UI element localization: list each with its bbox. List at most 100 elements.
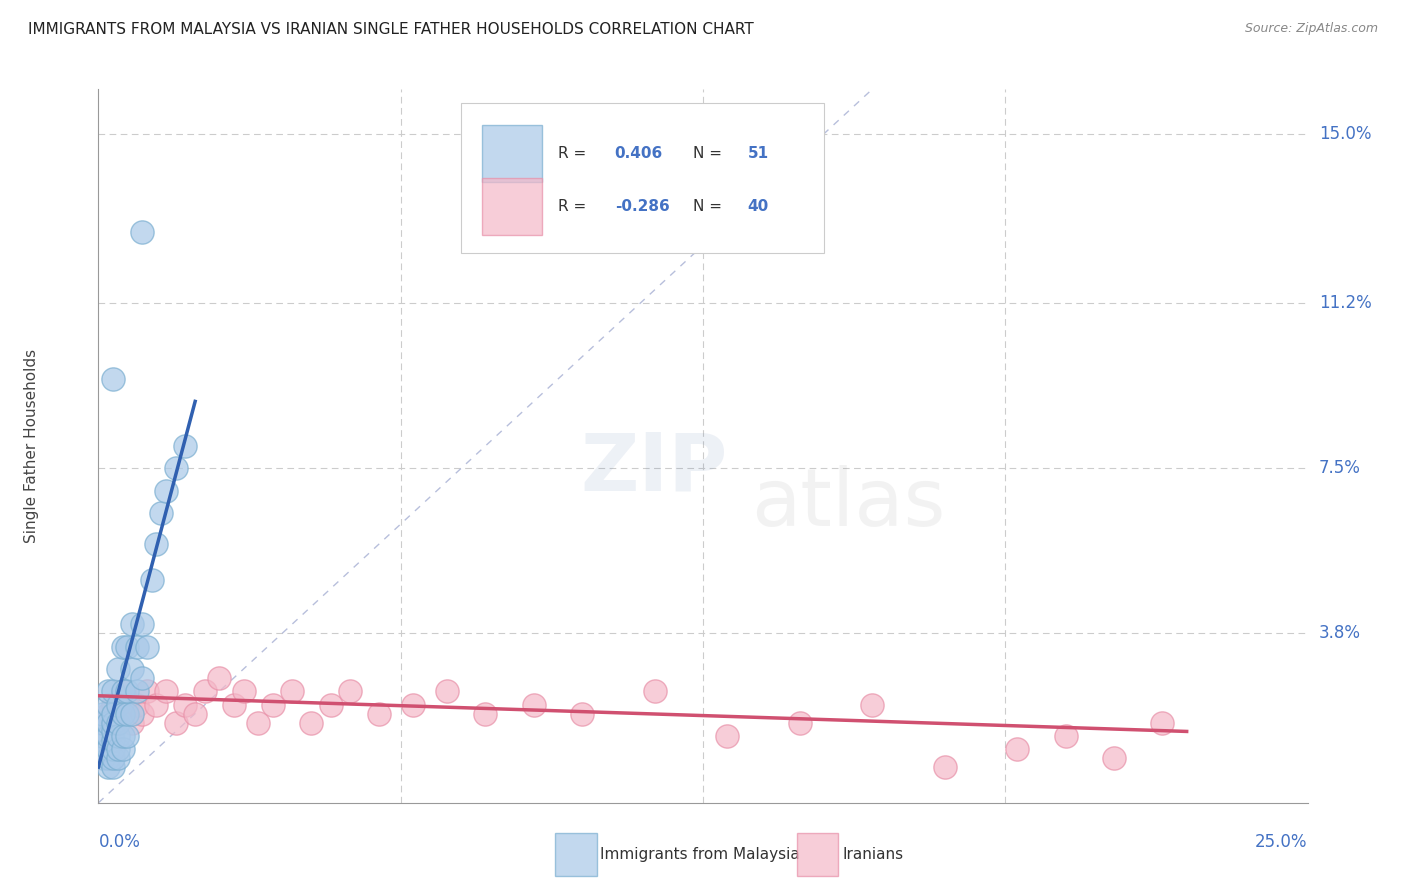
Point bbox=[165, 461, 187, 475]
Text: 15.0%: 15.0% bbox=[1319, 125, 1371, 143]
FancyBboxPatch shape bbox=[482, 125, 543, 182]
Point bbox=[121, 706, 143, 721]
Point bbox=[101, 698, 124, 712]
Text: R =: R = bbox=[558, 146, 591, 161]
Point bbox=[299, 715, 322, 730]
Point bbox=[101, 751, 124, 765]
Point bbox=[107, 662, 129, 676]
FancyBboxPatch shape bbox=[555, 833, 596, 876]
Point bbox=[222, 698, 245, 712]
Point bbox=[117, 698, 139, 712]
Point bbox=[101, 706, 124, 721]
Point bbox=[247, 715, 270, 730]
Point bbox=[101, 372, 124, 386]
Point bbox=[141, 573, 163, 587]
Point bbox=[97, 742, 120, 756]
Text: 3.8%: 3.8% bbox=[1319, 624, 1361, 642]
FancyBboxPatch shape bbox=[461, 103, 824, 253]
Point bbox=[789, 715, 811, 730]
Point bbox=[107, 742, 129, 756]
Point bbox=[402, 698, 425, 712]
Point bbox=[155, 684, 177, 698]
Point bbox=[1102, 751, 1125, 765]
Point bbox=[97, 698, 120, 712]
Point bbox=[262, 698, 284, 712]
Point bbox=[131, 706, 153, 721]
Point bbox=[1054, 729, 1077, 743]
Point bbox=[111, 640, 134, 654]
Text: R =: R = bbox=[558, 200, 591, 214]
Point bbox=[131, 671, 153, 685]
Point bbox=[571, 706, 593, 721]
Text: 25.0%: 25.0% bbox=[1256, 833, 1308, 851]
Point bbox=[281, 684, 304, 698]
Point bbox=[111, 684, 134, 698]
Point bbox=[121, 617, 143, 632]
Point bbox=[436, 684, 458, 698]
Point bbox=[107, 706, 129, 721]
Text: N =: N = bbox=[693, 146, 727, 161]
Point bbox=[107, 715, 129, 730]
Point bbox=[97, 751, 120, 765]
Point bbox=[121, 715, 143, 730]
Point bbox=[111, 742, 134, 756]
Point bbox=[91, 706, 114, 721]
Point bbox=[91, 738, 114, 752]
Point bbox=[117, 729, 139, 743]
Text: -0.286: -0.286 bbox=[614, 200, 669, 214]
Point bbox=[716, 729, 738, 743]
Point bbox=[474, 706, 496, 721]
Point bbox=[523, 698, 546, 712]
Point bbox=[111, 706, 134, 721]
Point bbox=[232, 684, 254, 698]
Text: N =: N = bbox=[693, 200, 727, 214]
Point bbox=[184, 706, 207, 721]
Point bbox=[155, 483, 177, 498]
Text: 0.0%: 0.0% bbox=[98, 833, 141, 851]
Point bbox=[101, 760, 124, 774]
Point bbox=[368, 706, 391, 721]
Point bbox=[131, 225, 153, 239]
Point bbox=[91, 729, 114, 743]
Point bbox=[174, 439, 197, 453]
Point bbox=[111, 684, 134, 698]
Point bbox=[319, 698, 342, 712]
Point bbox=[644, 684, 666, 698]
Point bbox=[101, 724, 124, 739]
Point bbox=[111, 729, 134, 743]
Point bbox=[194, 684, 217, 698]
Point bbox=[101, 733, 124, 747]
Point bbox=[145, 537, 167, 551]
Point bbox=[101, 715, 124, 730]
Point bbox=[127, 684, 149, 698]
Point bbox=[101, 684, 124, 698]
Text: atlas: atlas bbox=[751, 465, 946, 543]
Point bbox=[1007, 742, 1029, 756]
Point bbox=[107, 751, 129, 765]
Text: 51: 51 bbox=[748, 146, 769, 161]
Text: 40: 40 bbox=[748, 200, 769, 214]
Text: Immigrants from Malaysia: Immigrants from Malaysia bbox=[600, 847, 800, 862]
Point bbox=[107, 729, 129, 743]
FancyBboxPatch shape bbox=[797, 833, 838, 876]
Point bbox=[934, 760, 956, 774]
Point bbox=[91, 751, 114, 765]
Point bbox=[117, 640, 139, 654]
Point bbox=[117, 706, 139, 721]
Text: Iranians: Iranians bbox=[842, 847, 903, 862]
Point bbox=[150, 506, 173, 520]
Point bbox=[91, 715, 114, 730]
Point bbox=[1152, 715, 1174, 730]
Text: IMMIGRANTS FROM MALAYSIA VS IRANIAN SINGLE FATHER HOUSEHOLDS CORRELATION CHART: IMMIGRANTS FROM MALAYSIA VS IRANIAN SING… bbox=[28, 22, 754, 37]
Text: Source: ZipAtlas.com: Source: ZipAtlas.com bbox=[1244, 22, 1378, 36]
Text: ZIP: ZIP bbox=[579, 429, 727, 508]
Point bbox=[117, 684, 139, 698]
Point bbox=[131, 617, 153, 632]
FancyBboxPatch shape bbox=[482, 178, 543, 235]
Text: 11.2%: 11.2% bbox=[1319, 294, 1371, 312]
Point bbox=[97, 760, 120, 774]
Point bbox=[127, 640, 149, 654]
Point bbox=[97, 715, 120, 730]
Point bbox=[97, 729, 120, 743]
Point bbox=[135, 640, 157, 654]
